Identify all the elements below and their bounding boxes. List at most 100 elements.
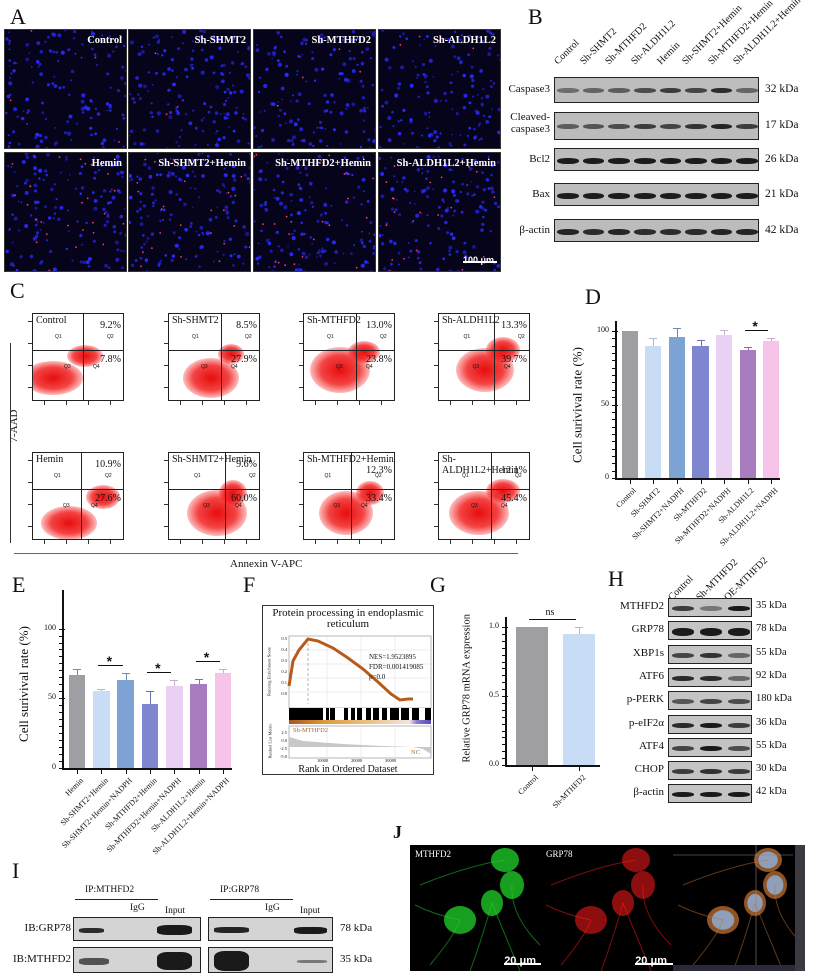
- protein-band: [557, 228, 579, 235]
- input-label: Input: [165, 906, 186, 916]
- x-tick: [450, 540, 451, 544]
- gsea-group-low: NC: [411, 749, 421, 756]
- y-tick: [502, 709, 505, 711]
- y-tick-label: 1.0: [489, 621, 499, 630]
- quadrant-label: Q3: [203, 503, 210, 509]
- significance-marker: *: [752, 318, 758, 335]
- error-cap: [720, 329, 729, 331]
- x-tick: [77, 770, 79, 774]
- flow-y-axis-line: [10, 343, 11, 543]
- y-tick: [299, 460, 303, 461]
- y-tick: [502, 716, 505, 718]
- molecular-weight: 32 kDa: [765, 83, 799, 95]
- error-bar: [101, 688, 103, 692]
- metric-tick-label: -2.5: [279, 746, 287, 751]
- bar: [692, 345, 709, 478]
- y-tick: [59, 677, 62, 679]
- y-tick: [299, 343, 303, 344]
- y-axis-label: Cell surivival rate (%): [16, 626, 31, 742]
- error-cap: [649, 338, 658, 340]
- protein-band: [672, 745, 694, 751]
- q2-percentage: 12.3%: [366, 465, 392, 476]
- y-tick-label: 0.5: [489, 690, 499, 699]
- molecular-weight: 35 kDa: [756, 600, 787, 611]
- flow-plot-title: Control: [36, 315, 67, 326]
- protein-label: β-actin: [519, 223, 550, 236]
- protein-band: [659, 157, 682, 164]
- significance-bracket: [195, 660, 220, 662]
- if-cells: [414, 848, 541, 971]
- quadrant-label: Q2: [249, 473, 256, 479]
- bar: [621, 331, 638, 478]
- x-tick: [101, 770, 103, 774]
- significance-marker: *: [106, 653, 113, 670]
- protein-band: [672, 627, 694, 636]
- significance-bracket: [528, 619, 577, 620]
- x-tick: [676, 480, 678, 484]
- y-tick: [502, 668, 505, 670]
- quadrant-hline: [304, 489, 394, 490]
- y-tick: [612, 360, 615, 362]
- quadrant-label: Q2: [380, 334, 387, 340]
- quadrant-label: Q3: [64, 364, 71, 370]
- y-tick: [502, 765, 508, 766]
- flow-plot-title: Sh-MTHFD2: [307, 315, 361, 326]
- gsea-xlabel: Rank in Ordered Dataset: [298, 764, 398, 775]
- ip-group-header: IP:MTHFD2: [85, 885, 135, 895]
- y-tick: [28, 504, 32, 505]
- molecular-weight: 42 kDa: [765, 223, 799, 236]
- protein-band: [736, 157, 758, 164]
- gsea-nes: NES=1.9523895: [369, 653, 416, 661]
- x-tick: [180, 540, 181, 544]
- protein-band: [710, 157, 733, 164]
- y-tick-label: 100: [44, 622, 56, 632]
- quadrant-vline: [356, 314, 357, 400]
- protein-band: [633, 157, 656, 164]
- protein-band: [659, 124, 682, 129]
- error-cap: [672, 328, 681, 330]
- quadrant-label: Q2: [245, 334, 252, 340]
- scale-bar-line: [462, 261, 497, 263]
- quadrant-label: Q4: [361, 503, 368, 509]
- error-cap: [121, 673, 130, 675]
- protein-band: [685, 88, 707, 93]
- flow-x-axis-label: Annexin V-APC: [230, 558, 303, 570]
- ip-group-header: IP:GRP78: [220, 885, 260, 895]
- bar: [93, 691, 110, 768]
- protein-band: [157, 925, 192, 935]
- error-cap: [767, 338, 776, 340]
- blot-strip: [668, 598, 752, 617]
- input-label: Input: [300, 906, 321, 916]
- bar: [716, 335, 733, 478]
- quadrant-hline: [439, 489, 529, 490]
- protein-band: [672, 792, 694, 798]
- error-bar: [222, 668, 224, 674]
- x-tick: [222, 770, 224, 774]
- y-tick: [59, 726, 62, 728]
- y-tick: [612, 338, 615, 340]
- error-cap: [73, 668, 82, 670]
- significance-bracket: [98, 665, 123, 667]
- coip-blot-strip: [208, 917, 333, 941]
- y-tick: [164, 482, 168, 483]
- quadrant-label: Q4: [91, 503, 98, 509]
- protein-label: CHOP: [634, 763, 664, 776]
- q4-percentage: 7.8%: [100, 354, 121, 365]
- gsea-pvalue: p=0.0: [369, 673, 386, 681]
- quadrant-hline: [169, 489, 259, 490]
- cell-dots: [254, 153, 375, 271]
- y-tick: [502, 640, 505, 642]
- panel-j-letter: J: [393, 822, 402, 842]
- ip-group-underline: [210, 899, 293, 900]
- bar: [763, 341, 780, 478]
- scale-bar: 20 μm: [635, 955, 673, 967]
- y-tick: [28, 526, 32, 527]
- protein-band: [685, 228, 707, 235]
- if-cells: [673, 845, 805, 971]
- y-tick: [612, 331, 618, 332]
- protein-band: [608, 88, 630, 93]
- protein-band: [608, 124, 630, 129]
- bar: [117, 680, 134, 768]
- protein-band: [728, 675, 750, 681]
- blot-strip: [668, 784, 752, 804]
